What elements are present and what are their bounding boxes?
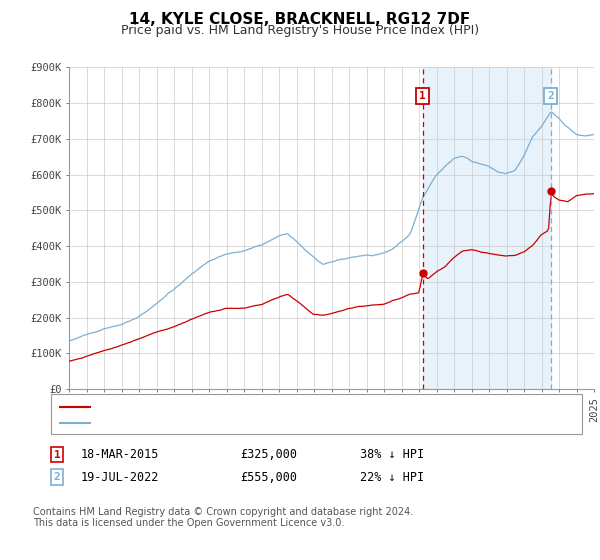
- Text: £555,000: £555,000: [240, 470, 297, 484]
- Text: 2: 2: [53, 472, 61, 482]
- Text: Contains HM Land Registry data © Crown copyright and database right 2024.
This d: Contains HM Land Registry data © Crown c…: [33, 507, 413, 529]
- Text: 19-JUL-2022: 19-JUL-2022: [81, 470, 160, 484]
- Text: £325,000: £325,000: [240, 448, 297, 461]
- Text: 14, KYLE CLOSE, BRACKNELL, RG12 7DF: 14, KYLE CLOSE, BRACKNELL, RG12 7DF: [130, 12, 470, 27]
- Text: Price paid vs. HM Land Registry's House Price Index (HPI): Price paid vs. HM Land Registry's House …: [121, 24, 479, 37]
- Text: 2: 2: [548, 91, 554, 101]
- Text: 1: 1: [53, 450, 61, 460]
- Bar: [422, 67, 551, 389]
- Text: HPI: Average price, detached house, Bracknell Forest: HPI: Average price, detached house, Brac…: [96, 416, 467, 429]
- Text: 14, KYLE CLOSE, BRACKNELL, RG12 7DF (detached house): 14, KYLE CLOSE, BRACKNELL, RG12 7DF (det…: [96, 400, 467, 413]
- Text: 38% ↓ HPI: 38% ↓ HPI: [360, 448, 424, 461]
- Text: 18-MAR-2015: 18-MAR-2015: [81, 448, 160, 461]
- Text: 1: 1: [419, 91, 426, 101]
- Text: 22% ↓ HPI: 22% ↓ HPI: [360, 470, 424, 484]
